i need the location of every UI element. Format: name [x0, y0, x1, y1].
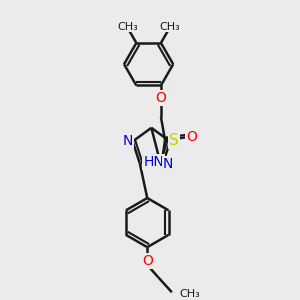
- Text: CH₃: CH₃: [159, 22, 180, 32]
- Text: O: O: [142, 254, 153, 268]
- Text: O: O: [155, 91, 167, 105]
- Text: HN: HN: [143, 155, 164, 169]
- Text: S: S: [169, 133, 179, 148]
- Text: N: N: [123, 134, 133, 148]
- Text: CH₃: CH₃: [118, 22, 138, 32]
- Text: O: O: [186, 130, 197, 144]
- Text: CH₃: CH₃: [179, 289, 200, 298]
- Text: N: N: [163, 157, 173, 171]
